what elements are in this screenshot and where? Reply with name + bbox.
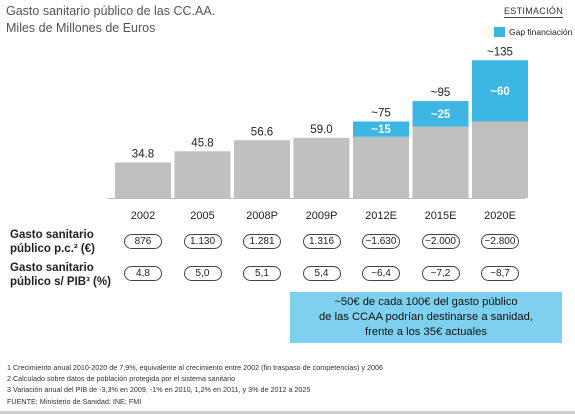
legend-label-gap: Gap financiación xyxy=(509,27,573,37)
bottom-rule xyxy=(0,411,575,414)
row1-value-oval: 876 xyxy=(124,234,162,249)
row2-value-oval: ~6,4 xyxy=(362,266,400,281)
row1-label-line1: Gasto sanitario xyxy=(10,229,94,241)
tick-label-2009P: 2009P xyxy=(306,210,338,222)
gap-label-2012E: ~15 xyxy=(371,124,391,136)
tick-label-2012E: 2012E xyxy=(365,210,397,222)
gap-label-2015E: ~25 xyxy=(431,109,451,121)
row1-value-oval: ~2.800 xyxy=(481,234,519,249)
bar-chart: 34.8 2002 45.8 2005 56.6 2008P 59.0 2009P ~15 ~75… xyxy=(108,46,528,222)
bar-base-2015E xyxy=(412,126,469,198)
row1-value-oval: 1.316 xyxy=(302,234,341,249)
legend: Gap financiación xyxy=(494,27,572,37)
value-label-2012E: ~75 xyxy=(371,108,391,120)
footnote-2: 2 Calculado sobre datos de población pro… xyxy=(7,374,236,383)
row1-label: Gasto sanitario público p.c.² (€) xyxy=(10,228,95,256)
callout-line: de las CCAA podrían destinarse a sanidad… xyxy=(319,311,533,323)
row2-value-oval: 5,4 xyxy=(302,266,341,281)
chart-title: Gasto sanitario público de las CC.AA. xyxy=(6,4,216,18)
row2-label: Gasto sanitario público s/ PIB³ (%) xyxy=(10,261,111,289)
callout-box: ~50€ de cada 100€ del gasto público de l… xyxy=(290,292,562,343)
tick-label-2005: 2005 xyxy=(190,210,214,222)
row2-value-oval: 5,1 xyxy=(243,266,281,281)
row1-value-oval: ~1.630 xyxy=(362,234,400,249)
bar-gap-2020E xyxy=(472,60,528,122)
value-label-2020E: ~135 xyxy=(487,46,513,58)
bar-base-2002 xyxy=(115,162,171,198)
row1-value-oval: ~2.000 xyxy=(421,234,460,249)
callout-line: ~50€ de cada 100€ del gasto público xyxy=(334,296,518,308)
callout-line: frente a los 35€ actuales xyxy=(365,326,487,338)
value-label-2009P: 59.0 xyxy=(310,124,332,136)
bar-gap-2012E xyxy=(353,121,409,137)
row1-value-oval: 1.281 xyxy=(243,234,281,249)
footnote-source: FUENTE: Ministerio de Sanidad; INE; FMI xyxy=(7,397,142,406)
row2-value-oval: ~7,2 xyxy=(421,266,460,281)
bar-base-2012E xyxy=(353,136,409,198)
tick-label-2015E: 2015E xyxy=(425,210,457,222)
value-label-2008P: 56.6 xyxy=(251,126,273,138)
row2-value-oval: 5,0 xyxy=(183,266,222,281)
bar-base-2009P xyxy=(293,137,350,198)
value-label-2015E: ~95 xyxy=(431,87,451,99)
tick-label-2020E: 2020E xyxy=(484,210,516,222)
bar-base-2008P xyxy=(234,140,290,198)
row1-value-oval: 1.130 xyxy=(183,234,222,249)
footnote-1: 1 Crecimiento anual 2010-2020 de 7,9%, e… xyxy=(7,363,383,372)
gap-label-2020E: ~60 xyxy=(490,86,510,98)
value-label-2005: 45.8 xyxy=(191,137,213,149)
row2-value-oval: ~8,7 xyxy=(481,266,519,281)
bar-gap-2015E xyxy=(412,101,469,127)
row2-label-line2: público s/ PIB³ (%) xyxy=(10,276,111,288)
chart-subtitle: Miles de Millones de Euros xyxy=(6,21,156,35)
row2-label-line1: Gasto sanitario xyxy=(10,262,94,274)
row1-label-line2: público p.c.² (€) xyxy=(10,243,95,255)
bar-base-2005 xyxy=(174,151,231,198)
tick-label-2008P: 2008P xyxy=(246,210,278,222)
footnote-3: 3 Variación anual del PIB de -3,3% en 20… xyxy=(7,385,311,394)
estimation-badge: ESTIMACIÓN xyxy=(504,6,564,18)
tick-label-2002: 2002 xyxy=(131,210,155,222)
value-label-2002: 34.8 xyxy=(132,149,154,161)
row2-value-oval: 4,8 xyxy=(124,266,162,281)
bar-base-2020E xyxy=(472,121,528,198)
legend-swatch-gap xyxy=(494,27,505,37)
